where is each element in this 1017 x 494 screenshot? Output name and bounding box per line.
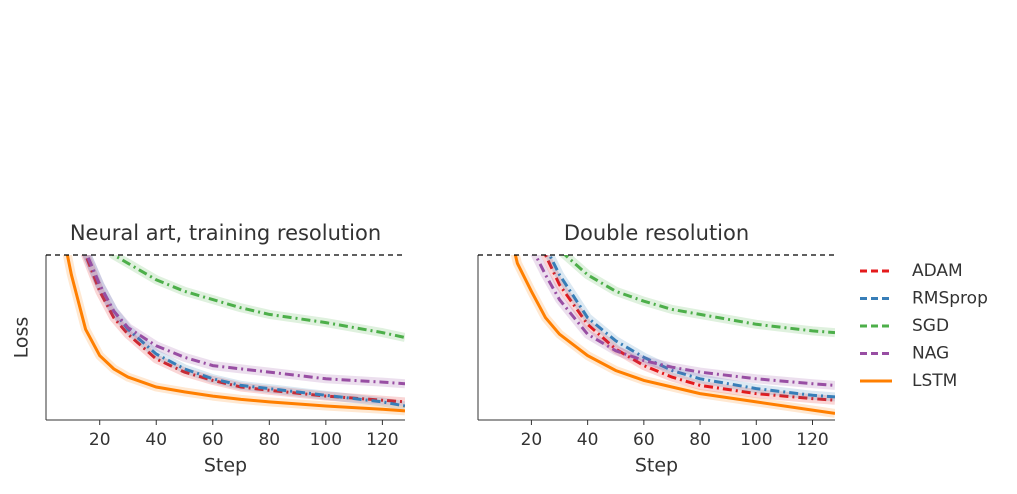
legend-label: SGD <box>912 316 949 336</box>
x-axis-label: Step <box>204 455 247 477</box>
legend-label: ADAM <box>912 261 963 281</box>
x-tick-label: 80 <box>258 430 280 450</box>
series-band <box>544 255 835 402</box>
series-line <box>533 255 835 387</box>
x-tick-label: 40 <box>145 430 167 450</box>
series-band <box>80 255 405 407</box>
legend-label: NAG <box>912 344 949 364</box>
x-tick-label: 60 <box>202 430 224 450</box>
series-line <box>85 255 405 408</box>
x-tick-label: 120 <box>796 430 828 450</box>
x-axis-label: Step <box>635 455 678 477</box>
series-band <box>108 255 405 342</box>
x-tick-label: 100 <box>310 430 342 450</box>
x-tick-label: 40 <box>577 430 599 450</box>
series-line <box>547 255 835 399</box>
series-band <box>82 255 405 389</box>
series-line <box>562 255 835 335</box>
series-band <box>558 255 835 338</box>
x-tick-label: 20 <box>521 430 543 450</box>
legend-label: LSTM <box>912 371 957 391</box>
series-line <box>84 255 405 404</box>
y-axis-label: Loss <box>11 317 33 359</box>
series-line <box>513 255 835 415</box>
series-band <box>540 255 835 405</box>
plot-area <box>62 255 405 416</box>
chart-title: Double resolution <box>564 221 749 245</box>
x-tick-label: 60 <box>633 430 655 450</box>
series-line <box>112 255 405 339</box>
series-line <box>65 255 405 413</box>
x-tick-label: 100 <box>740 430 772 450</box>
plot-area <box>510 255 835 418</box>
x-tick-label: 120 <box>366 430 398 450</box>
series-band <box>82 255 405 411</box>
chart-title: Neural art, training resolution <box>70 221 381 245</box>
legend-label: RMSprop <box>912 289 988 309</box>
x-tick-label: 20 <box>89 430 111 450</box>
x-tick-label: 80 <box>689 430 711 450</box>
series-line <box>543 255 835 402</box>
